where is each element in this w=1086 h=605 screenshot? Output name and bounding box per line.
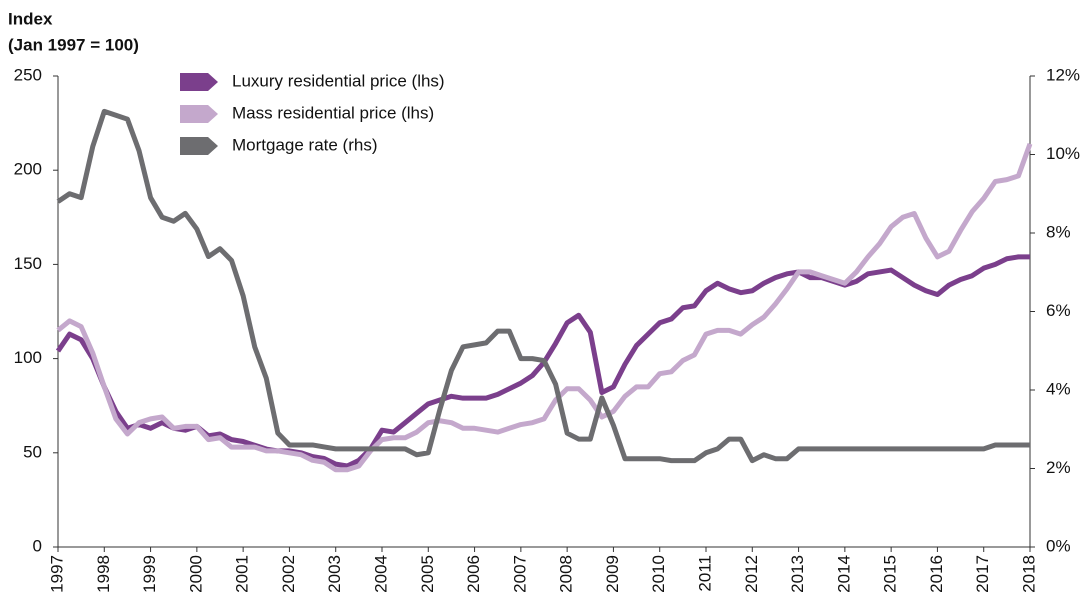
y-tick-label: 250 [14, 65, 42, 84]
x-tick-label: 2017 [973, 555, 992, 593]
series-line [56, 108, 1030, 464]
x-tick-label: 2001 [233, 555, 252, 593]
legend-marker [180, 137, 218, 155]
y2-tick-label: 0% [1046, 536, 1071, 555]
legend-label: Mortgage rate (rhs) [232, 135, 378, 154]
legend-label: Mass residential price (lhs) [232, 103, 434, 122]
x-tick-label: 2008 [557, 555, 576, 593]
y-tick-label: 0 [33, 536, 42, 555]
x-tick-label: 2005 [418, 555, 437, 593]
x-tick-label: 2007 [510, 555, 529, 593]
legend-marker [180, 73, 218, 91]
y-axis-label: (Jan 1997 = 100) [8, 35, 139, 54]
x-tick-label: 2014 [834, 555, 853, 593]
y-axis-label: Index [8, 9, 53, 28]
x-tick-label: 2016 [927, 555, 946, 593]
y2-tick-label: 12% [1046, 65, 1080, 84]
x-tick-label: 2010 [649, 555, 668, 593]
y-tick-label: 100 [14, 348, 42, 367]
x-tick-label: 2013 [788, 555, 807, 593]
y2-tick-label: 4% [1046, 379, 1071, 398]
x-tick-label: 2003 [325, 555, 344, 593]
x-tick-label: 2018 [1019, 555, 1038, 593]
x-tick-label: 2000 [186, 555, 205, 593]
legend-marker [180, 105, 218, 123]
y2-tick-label: 2% [1046, 458, 1071, 477]
y2-tick-label: 10% [1046, 144, 1080, 163]
x-tick-label: 1999 [140, 555, 159, 593]
y-tick-label: 200 [14, 160, 42, 179]
series-line [56, 142, 1033, 473]
legend-label: Luxury residential price (lhs) [232, 71, 445, 90]
y-tick-label: 50 [23, 442, 42, 461]
x-tick-label: 2006 [464, 555, 483, 593]
x-tick-label: 2009 [603, 555, 622, 593]
x-tick-label: 1998 [94, 555, 113, 593]
x-tick-label: 2015 [881, 555, 900, 593]
x-tick-label: 2012 [742, 555, 761, 593]
x-tick-label: 2002 [279, 555, 298, 593]
y2-tick-label: 6% [1046, 301, 1071, 320]
x-tick-label: 1997 [47, 555, 66, 593]
x-tick-label: 2004 [371, 555, 390, 593]
y-tick-label: 150 [14, 254, 42, 273]
x-tick-label: 2011 [695, 555, 714, 592]
y2-tick-label: 8% [1046, 222, 1071, 241]
